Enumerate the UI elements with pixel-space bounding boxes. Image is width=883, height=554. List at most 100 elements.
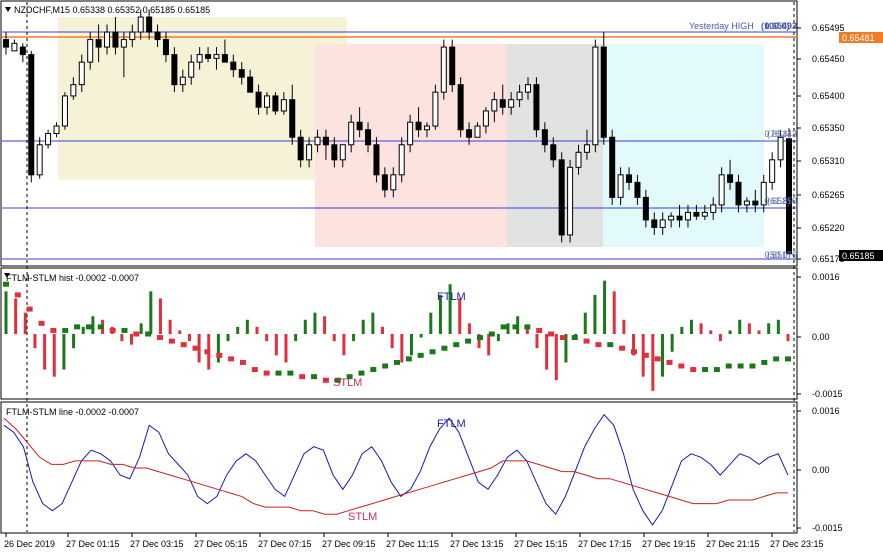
candle <box>112 17 119 55</box>
candle <box>205 47 212 63</box>
dropdown-triangle-icon[interactable] <box>5 7 11 12</box>
candle <box>415 107 422 138</box>
candle <box>474 122 481 138</box>
candle <box>533 77 540 138</box>
candle <box>280 92 287 115</box>
price-axis-tick: 0.65265 <box>812 190 845 200</box>
ftlm-hist-bar <box>487 334 491 356</box>
stlm-hist-marker <box>429 349 436 355</box>
stlm-hist-marker <box>678 363 685 369</box>
candle <box>129 24 136 48</box>
stlm-hist-marker <box>630 349 637 355</box>
stlm-hist-marker <box>3 281 9 287</box>
time-axis-label: 27 Dec 03:15 <box>130 539 184 549</box>
price-axis-tick: 0.65220 <box>812 223 845 233</box>
ftlm-hist-bar <box>284 334 288 363</box>
stlm-hist-marker <box>737 363 744 369</box>
candle <box>331 137 338 168</box>
candle <box>423 122 430 138</box>
ftlm-hist-bar <box>178 330 182 334</box>
fib-price-1: 0.65250 <box>764 196 797 206</box>
ftlm-hist-bar <box>496 334 500 342</box>
candle <box>743 197 750 213</box>
candle <box>3 32 9 55</box>
ftlm-hist-bar <box>757 330 761 334</box>
ftlm-hist-bar <box>265 334 269 342</box>
stlm-hist-marker <box>666 359 673 365</box>
price-axis-tick: 0.65400 <box>812 91 845 101</box>
candle <box>491 92 498 123</box>
candle <box>272 92 279 115</box>
stlm-hist-marker <box>168 338 175 344</box>
ftlm-hist-bar <box>651 334 655 391</box>
ftlm-hist-bar <box>197 334 201 363</box>
candle <box>592 39 599 153</box>
ftlm-hist-bar <box>158 298 162 334</box>
stlm-hist-marker <box>441 345 448 351</box>
ftlm-hist-bar <box>786 334 790 342</box>
time-axis-label: 27 Dec 19:15 <box>642 539 696 549</box>
candle <box>466 122 473 145</box>
ftlm-hist-bar <box>361 319 365 334</box>
time-axis-label: 27 Dec 13:15 <box>450 539 504 549</box>
stlm-hist-marker <box>251 367 258 373</box>
stlm-hist-marker <box>133 331 140 337</box>
ftlm-hist-bar <box>168 319 172 334</box>
hist-axis-tick: 0.0016 <box>812 272 840 282</box>
ftlm-hist-bar <box>139 323 143 334</box>
candle <box>583 129 590 160</box>
candle <box>684 204 691 228</box>
candle <box>348 114 355 153</box>
stlm-hist-marker <box>109 327 116 333</box>
stlm-hist-marker <box>536 327 543 333</box>
stlm-hist-marker <box>50 327 57 333</box>
stlm-hist-marker <box>311 374 318 380</box>
fib-pct-2: (50.0) <box>767 250 791 260</box>
ftlm-hist-bar <box>718 334 722 342</box>
fib-price-0: 0.65343 <box>764 129 797 139</box>
candle <box>188 54 195 85</box>
ftlm-hist-bar <box>419 334 423 338</box>
ftlm-hist-bar <box>352 334 356 342</box>
candle <box>104 24 111 55</box>
candle <box>162 32 169 63</box>
ftlm-hist-bar <box>332 334 336 342</box>
ftlm-hist-bar <box>467 323 471 334</box>
ftlm-hist-bar <box>564 334 568 363</box>
hist-stlm-label: STLM <box>333 377 362 389</box>
zone-cyan <box>603 44 764 247</box>
line-panel-title: FTLM-STLM line -0.0002 -0.0007 <box>6 407 139 417</box>
candle <box>297 129 304 168</box>
stlm-hist-marker <box>571 335 578 341</box>
stlm-hist-marker <box>405 356 412 362</box>
stlm-hist-marker <box>785 356 791 362</box>
stlm-hist-marker <box>465 338 472 344</box>
candle <box>760 174 767 213</box>
stlm-hist-marker <box>334 377 341 383</box>
hist-panel-triangle-icon[interactable] <box>4 273 10 278</box>
candle <box>19 43 26 63</box>
candle <box>11 39 18 52</box>
hist-panel-title: FTLM-STLM hist -0.0002 -0.0007 <box>6 273 139 283</box>
candle <box>449 39 456 93</box>
candle <box>36 137 43 179</box>
time-axis-label: 27 Dec 15:15 <box>514 539 568 549</box>
candle <box>61 92 68 130</box>
price-axis-tick: 0.65310 <box>812 156 845 166</box>
stlm-hist-marker <box>488 331 495 337</box>
candle <box>390 167 397 198</box>
ftlm-hist-bar <box>342 334 346 356</box>
stlm-hist-marker <box>239 359 246 365</box>
ftlm-hist-bar <box>33 334 37 349</box>
ftlm-hist-bar <box>776 319 780 334</box>
ftlm-hist-bar <box>680 326 684 334</box>
stlm-hist-marker <box>690 367 697 373</box>
ftlm-hist-bar <box>371 312 375 334</box>
ftlm-hist-bar <box>303 319 307 334</box>
time-axis-label: 27 Dec 23:15 <box>770 539 824 549</box>
stlm-hist-marker <box>524 324 531 330</box>
candle <box>642 189 649 228</box>
line-axis-tick: 0.0016 <box>812 406 840 416</box>
stlm-hist-marker <box>607 342 614 348</box>
